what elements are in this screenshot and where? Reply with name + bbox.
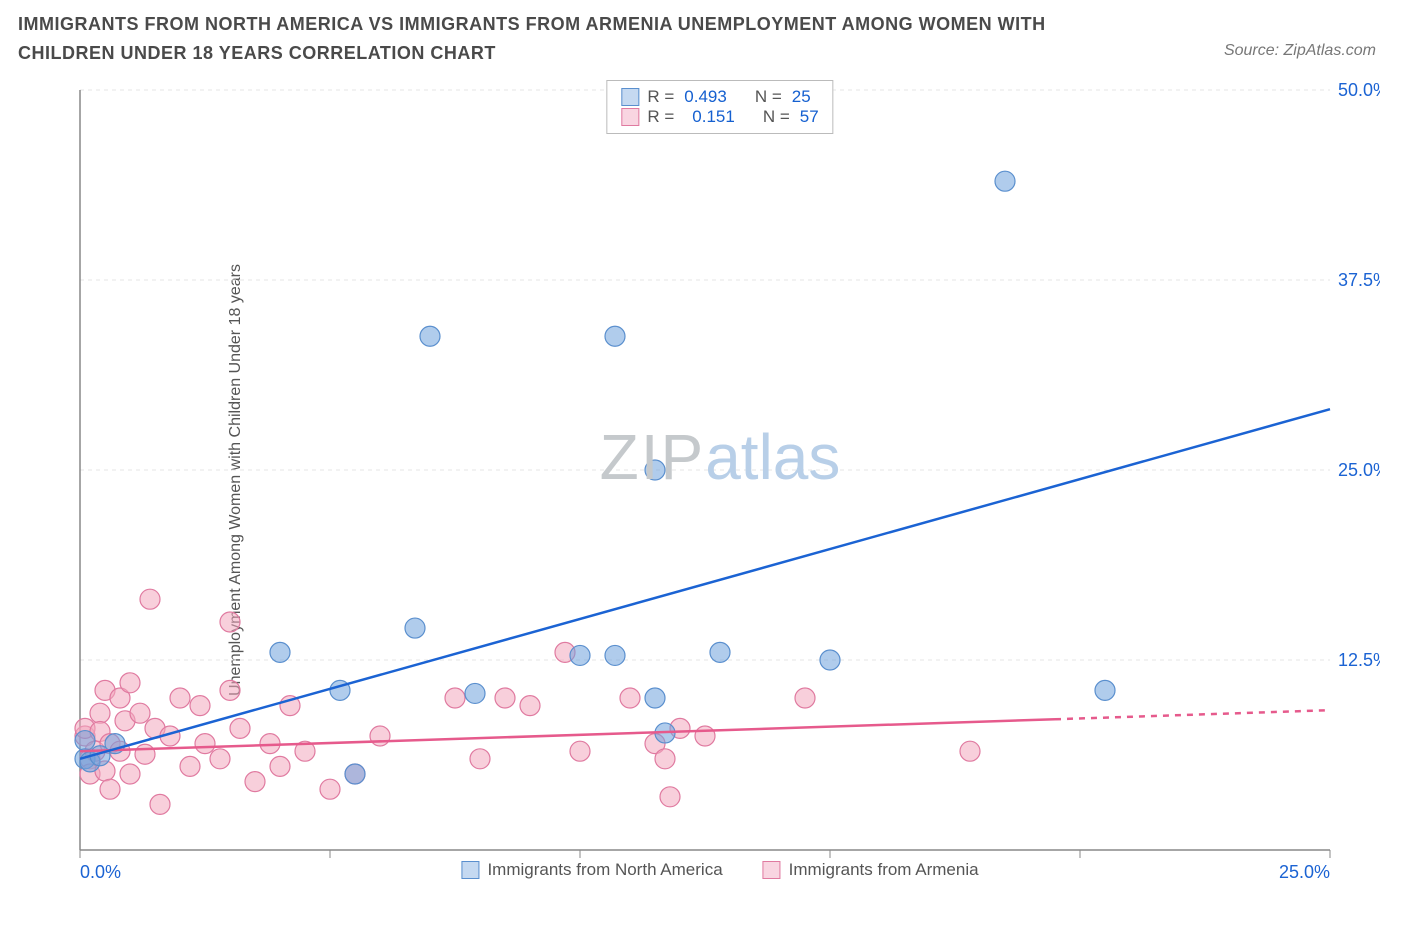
swatch-pink-icon (763, 861, 781, 879)
svg-text:25.0%: 25.0% (1279, 862, 1330, 880)
stats-legend-box: R = 0.493 N = 25 R = 0.151 N = 57 (606, 80, 833, 134)
legend-item-a: Immigrants from North America (461, 860, 722, 880)
svg-text:12.5%: 12.5% (1338, 650, 1380, 670)
legend-item-b: Immigrants from Armenia (763, 860, 979, 880)
legend-label-a: Immigrants from North America (487, 860, 722, 880)
scatter-chart: 12.5% 25.0% 37.5% 50.0% 0.0% 25.0% (60, 80, 1380, 880)
svg-text:25.0%: 25.0% (1338, 460, 1380, 480)
chart-area: Unemployment Among Women with Children U… (60, 80, 1380, 880)
svg-text:50.0%: 50.0% (1338, 80, 1380, 100)
swatch-pink-icon (621, 108, 639, 126)
source-label: Source: ZipAtlas.com (1224, 42, 1376, 60)
bottom-legend: Immigrants from North America Immigrants… (461, 860, 978, 880)
stats-row-a: R = 0.493 N = 25 (621, 87, 818, 107)
chart-title: IMMIGRANTS FROM NORTH AMERICA VS IMMIGRA… (18, 10, 1118, 68)
stats-row-b: R = 0.151 N = 57 (621, 107, 818, 127)
svg-text:0.0%: 0.0% (80, 862, 121, 880)
legend-label-b: Immigrants from Armenia (789, 860, 979, 880)
svg-text:37.5%: 37.5% (1338, 270, 1380, 290)
swatch-blue-icon (461, 861, 479, 879)
swatch-blue-icon (621, 88, 639, 106)
